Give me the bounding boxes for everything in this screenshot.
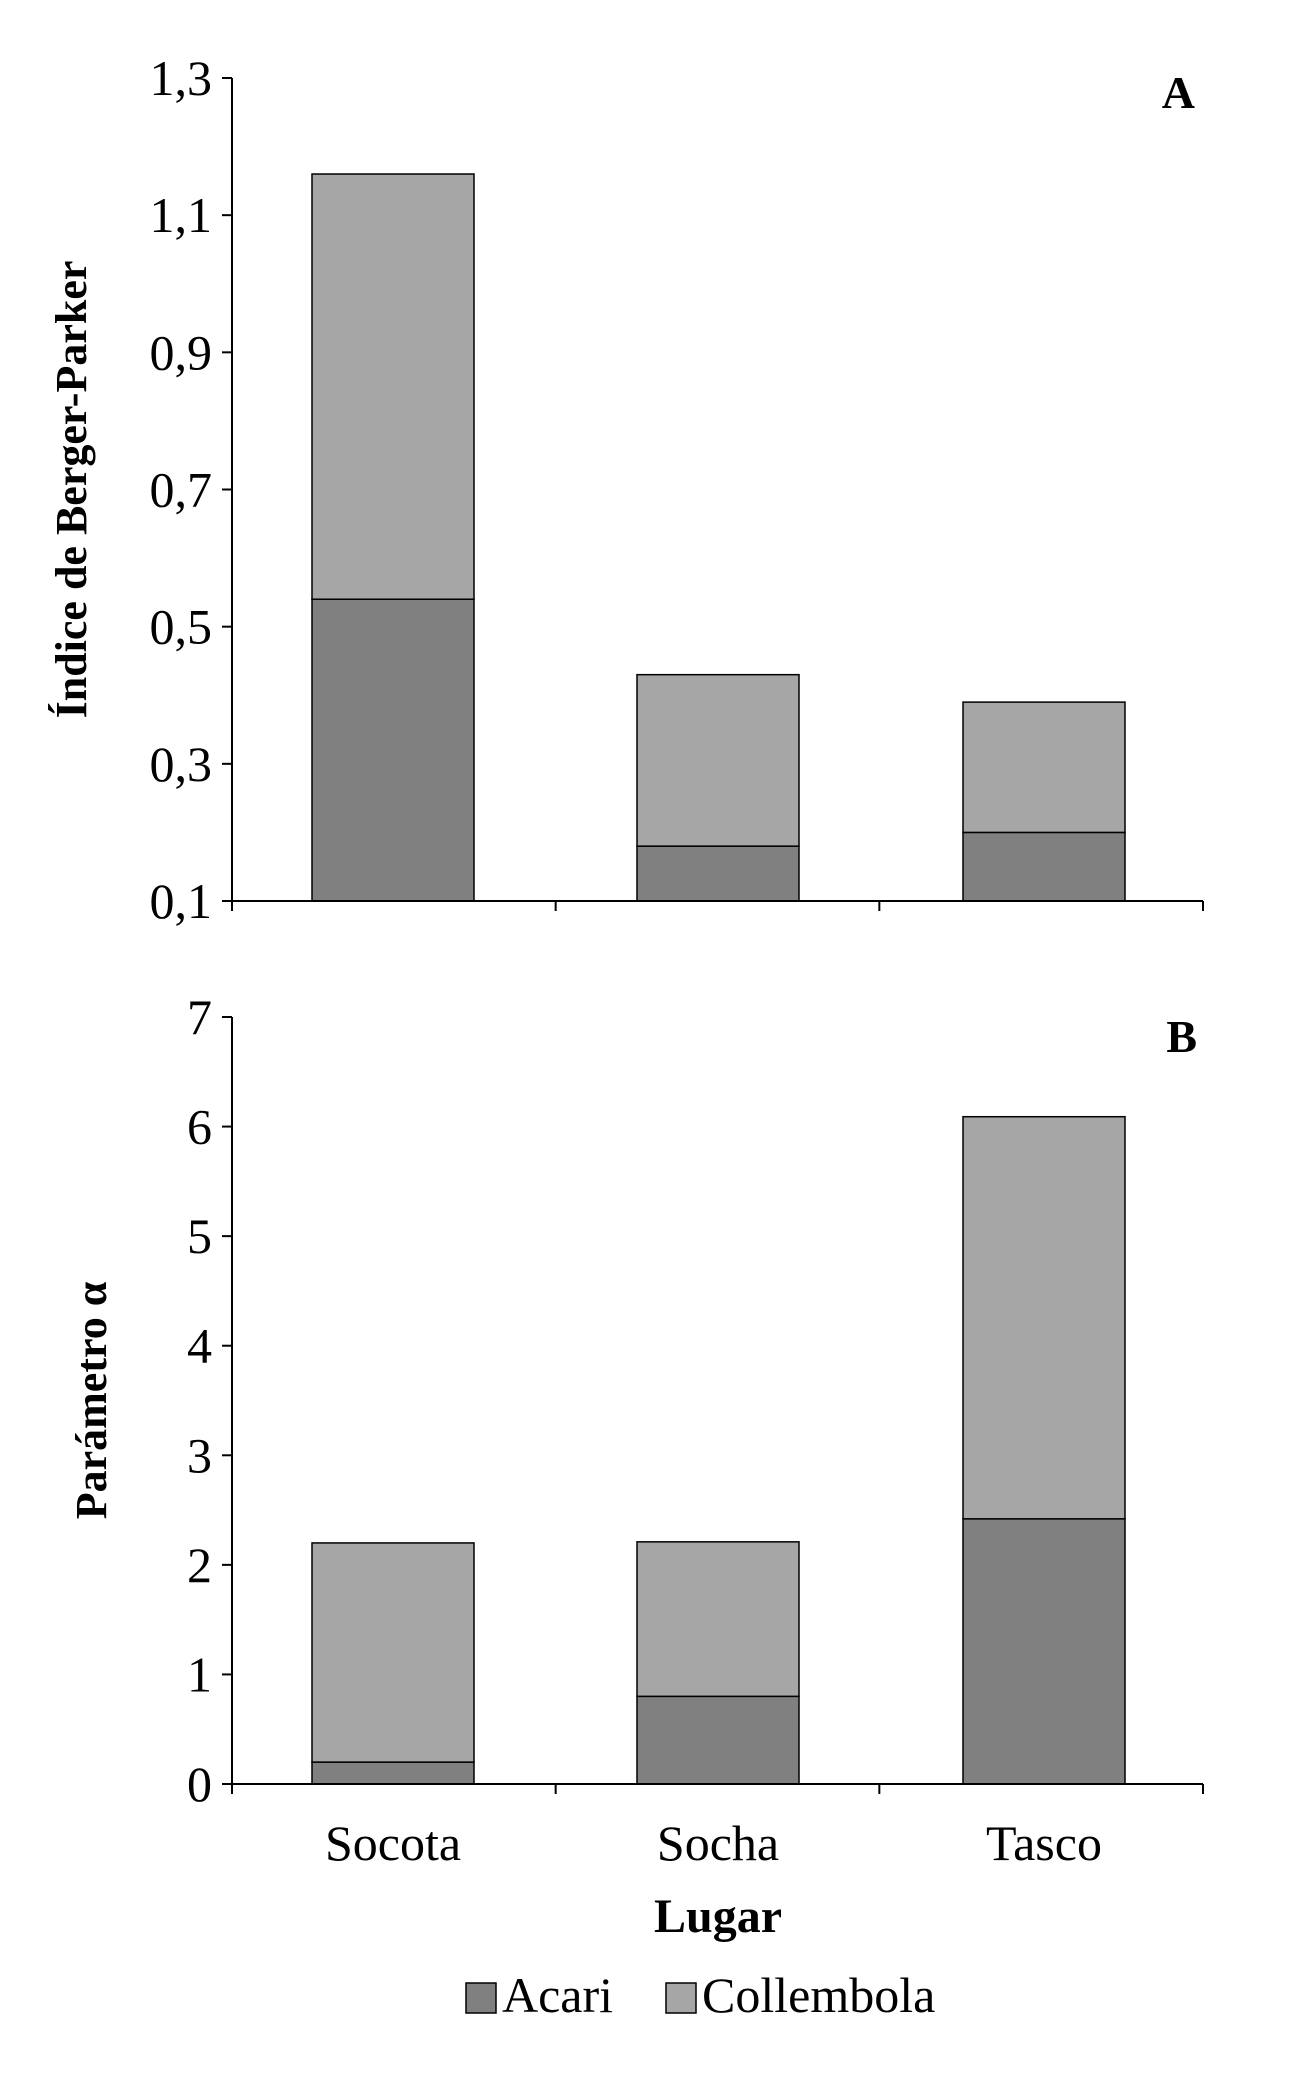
panel-a-label: A <box>1162 67 1195 118</box>
x-category-label: Socota <box>325 1815 461 1871</box>
y-tick-label: 0 <box>187 1756 212 1812</box>
panel-b-y-axis-title: Parámetro α <box>67 1281 116 1519</box>
panel-a: 0,1 0,3 0,5 0,7 0,9 1,1 1,3 A Índice de Berger… <box>47 50 1204 929</box>
bar-acari-socha <box>636 1695 800 1785</box>
panel-b-bars <box>311 1115 1126 1785</box>
y-tick-label: 4 <box>187 1318 212 1374</box>
y-tick-label: 0,5 <box>150 599 213 655</box>
x-category-label: Tasco <box>986 1815 1102 1871</box>
y-tick-label: 1,1 <box>150 187 213 243</box>
panel-b-x-axis-title: Lugar <box>654 1890 782 1943</box>
y-tick-label: 7 <box>187 989 212 1045</box>
bar-collembola-socha <box>636 1541 800 1698</box>
panel-b-y-ticks: 0 1 2 3 4 5 6 7 <box>187 989 232 1812</box>
y-tick-label: 6 <box>187 1099 212 1155</box>
legend-label-collembola: Collembola <box>702 1967 935 2023</box>
y-tick-label: 3 <box>187 1427 212 1483</box>
bar-acari-tasco <box>962 831 1126 902</box>
x-category-label: Socha <box>657 1815 779 1871</box>
y-tick-label: 0,9 <box>150 324 213 380</box>
bar-acari-socota <box>311 598 475 902</box>
panel-a-y-axis-title: Índice de Berger-Parker <box>47 261 96 719</box>
legend-label-acari: Acari <box>502 1967 613 2023</box>
panel-a-bars <box>311 173 1126 902</box>
bar-acari-socota <box>311 1761 475 1785</box>
bar-collembola-socota <box>311 1542 475 1763</box>
y-tick-label: 0,1 <box>150 873 213 929</box>
y-tick-label: 1,3 <box>150 50 213 106</box>
bar-collembola-socha <box>636 673 800 847</box>
y-tick-label: 5 <box>187 1208 212 1264</box>
panel-b-x-ticks <box>231 1784 1204 1794</box>
bar-collembola-tasco <box>962 1115 1126 1520</box>
y-tick-label: 1 <box>187 1646 212 1702</box>
bar-collembola-tasco <box>962 701 1126 834</box>
y-tick-label: 2 <box>187 1537 212 1593</box>
bar-acari-socha <box>636 845 800 902</box>
bar-acari-tasco <box>962 1518 1126 1785</box>
legend: Acari Collembola <box>465 1967 935 2023</box>
bar-collembola-socota <box>311 173 475 600</box>
y-tick-label: 0,7 <box>150 462 213 518</box>
panel-b-label: B <box>1166 1011 1197 1062</box>
panel-a-y-ticks: 0,1 0,3 0,5 0,7 0,9 1,1 1,3 <box>150 50 232 929</box>
legend-swatch-acari <box>465 1982 497 2014</box>
y-tick-label: 0,3 <box>150 736 213 792</box>
panel-a-x-ticks <box>231 901 1204 911</box>
legend-swatch-collembola <box>665 1982 697 2014</box>
panel-b-category-labels: Socota Socha Tasco <box>325 1815 1102 1871</box>
